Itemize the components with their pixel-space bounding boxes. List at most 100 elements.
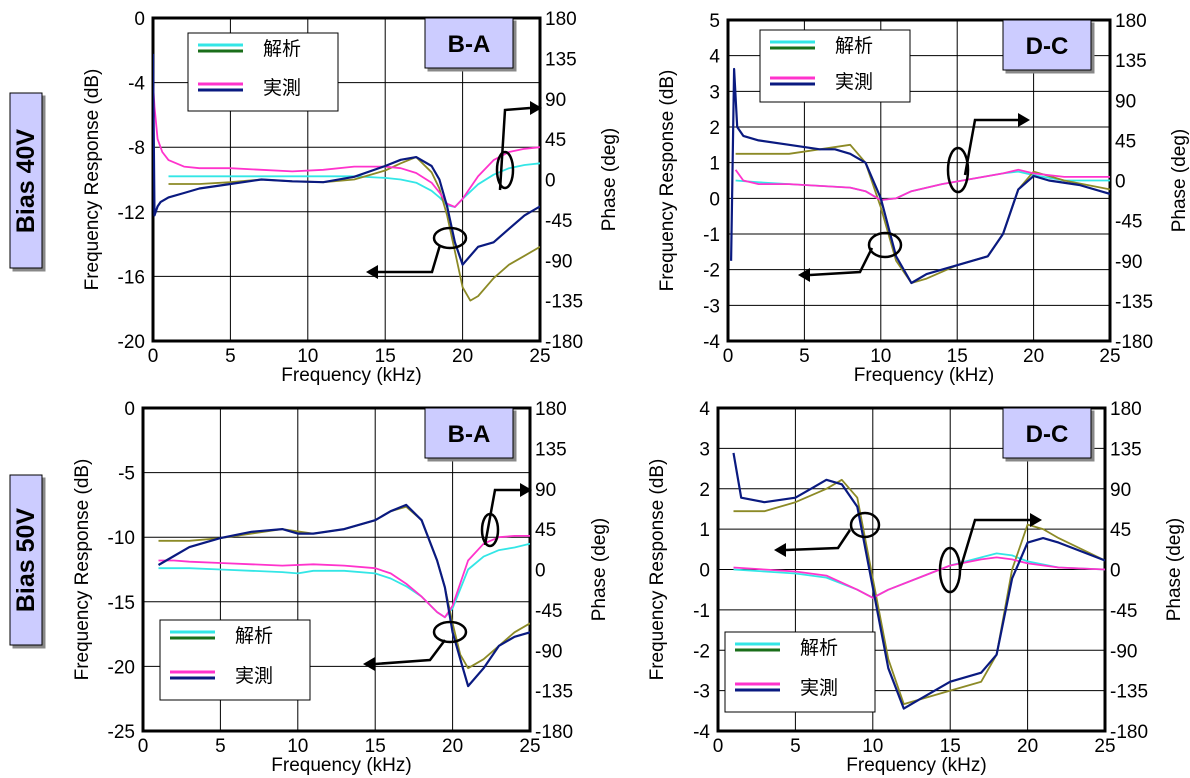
pair-tag: D-C bbox=[1002, 19, 1092, 71]
y2-tick-label: 135 bbox=[1110, 439, 1142, 460]
y2-tick-label: -45 bbox=[545, 211, 572, 232]
y2-axis-label: Phase (deg) bbox=[1164, 518, 1185, 622]
arrow-right-icon bbox=[483, 488, 520, 546]
curve-marker-icon bbox=[432, 620, 468, 644]
series-group bbox=[153, 53, 540, 302]
y-tick-label: 3 bbox=[699, 439, 710, 460]
pair-tag-text: D-C bbox=[1026, 421, 1069, 448]
y-tick-label: 0 bbox=[134, 9, 145, 30]
chart-1: 0 5 10 15 20 25-4-3-2-1012345-180-135-90-4504… bbox=[657, 11, 1190, 386]
y2-tick-label: -180 bbox=[545, 332, 583, 353]
y2-tick-label: -45 bbox=[1115, 212, 1142, 233]
y-tick-label: -2 bbox=[703, 261, 720, 282]
series-line-gain-2 bbox=[734, 168, 1110, 201]
y-tick-label: 1 bbox=[709, 154, 720, 175]
pair-tag: B-A bbox=[424, 407, 514, 459]
x-tick-label: 25 bbox=[1094, 736, 1115, 757]
y-tick-label: -25 bbox=[108, 722, 135, 743]
x-tick-label: 0 bbox=[723, 346, 734, 367]
axis-annotation bbox=[363, 483, 532, 671]
pair-tag: B-A bbox=[424, 17, 514, 69]
y-tick-label: 2 bbox=[709, 118, 720, 139]
series-line-gain-0 bbox=[733, 552, 1105, 599]
y2-tick-label: 0 bbox=[1115, 172, 1126, 193]
y2-tick-label: 135 bbox=[1115, 51, 1147, 72]
x-tick-label: 20 bbox=[442, 736, 463, 757]
y2-tick-label: -180 bbox=[1115, 332, 1153, 353]
y-tick-label: -20 bbox=[118, 332, 145, 353]
y2-tick-label: -90 bbox=[535, 641, 562, 662]
arrow-left-icon bbox=[809, 247, 874, 277]
y-tick-label: 0 bbox=[699, 561, 710, 582]
y-tick-label: -12 bbox=[118, 203, 145, 224]
arrow-right-icon bbox=[963, 118, 1018, 176]
y2-tick-label: -90 bbox=[545, 251, 572, 272]
series-line-phase-3 bbox=[157, 503, 530, 688]
x-tick-label: 15 bbox=[947, 346, 968, 367]
y2-tick-label: 180 bbox=[1110, 399, 1142, 420]
plot-frame bbox=[141, 406, 532, 733]
x-tick-label: 0 bbox=[138, 736, 149, 757]
y-axis-label: Frequency Response (dB) bbox=[72, 459, 93, 681]
plot-frame bbox=[151, 16, 542, 343]
series-line-phase-1 bbox=[168, 156, 540, 302]
y-tick-label: -16 bbox=[118, 267, 145, 288]
y2-axis-label: Phase (deg) bbox=[589, 518, 610, 622]
x-tick-label: 5 bbox=[225, 346, 236, 367]
y-axis-label: Frequency Response (dB) bbox=[647, 459, 668, 681]
series-group bbox=[730, 67, 1110, 285]
y-axis-label: Frequency Response (dB) bbox=[82, 69, 103, 291]
y-axis-label: Frequency Response (dB) bbox=[657, 70, 678, 292]
y2-tick-label: -180 bbox=[1110, 722, 1148, 743]
y-tick-label: -2 bbox=[693, 641, 710, 662]
y2-axis-label: Phase (deg) bbox=[599, 128, 620, 232]
y2-tick-label: -45 bbox=[535, 601, 562, 622]
y2-tick-label: 180 bbox=[1115, 11, 1147, 32]
y2-tick-label: 135 bbox=[535, 439, 567, 460]
y-tick-label: 4 bbox=[699, 399, 710, 420]
y2-tick-label: -90 bbox=[1115, 252, 1142, 273]
chart-2: 0 5 10 15 20 25 -25 -20 -15 -10 -5 0 -180 -135 -90 -45 0… bbox=[72, 399, 610, 776]
legend-label-calc: 解析 bbox=[235, 625, 273, 647]
legend-label-calc: 解析 bbox=[835, 35, 873, 57]
x-tick-label: 25 bbox=[519, 736, 540, 757]
y-tick-label: 0 bbox=[709, 189, 720, 210]
x-tick-label: 20 bbox=[452, 346, 473, 367]
x-tick-label: 10 bbox=[862, 736, 883, 757]
x-tick-label: 15 bbox=[940, 736, 961, 757]
bias-label-box bbox=[9, 92, 43, 269]
axis-annotation bbox=[798, 113, 1030, 282]
y-tick-label: 1 bbox=[699, 520, 710, 541]
x-tick-label: 25 bbox=[529, 346, 550, 367]
y2-tick-label: -135 bbox=[1110, 682, 1148, 703]
x-axis-label: Frequency (kHz) bbox=[271, 755, 411, 776]
pair-tag-text: D-C bbox=[1026, 33, 1069, 60]
curve-marker-icon bbox=[946, 146, 970, 194]
curve-marker-icon bbox=[480, 512, 500, 548]
arrow-left-icon bbox=[378, 244, 442, 274]
arrowhead-left-icon bbox=[798, 268, 810, 282]
y-tick-label: -1 bbox=[693, 601, 710, 622]
y-tick-label: -4 bbox=[693, 722, 710, 743]
pair-tag: D-C bbox=[1002, 407, 1092, 459]
y2-tick-label: 45 bbox=[1115, 131, 1136, 152]
series-group bbox=[732, 452, 1105, 710]
series-line-gain-0 bbox=[158, 542, 530, 619]
arrowhead-right-icon bbox=[1018, 113, 1030, 127]
y-tick-label: -3 bbox=[703, 296, 720, 317]
y2-tick-label: -135 bbox=[1115, 292, 1153, 313]
y2-tick-label: 45 bbox=[1110, 520, 1131, 541]
y2-tick-label: 90 bbox=[545, 90, 566, 111]
y-tick-label: -15 bbox=[108, 593, 135, 614]
y-tick-label: 0 bbox=[124, 399, 135, 420]
y2-tick-label: -45 bbox=[1110, 601, 1137, 622]
arrowhead-left-icon bbox=[366, 265, 378, 279]
y2-tick-label: 90 bbox=[1115, 91, 1136, 112]
y2-tick-label: 90 bbox=[535, 480, 556, 501]
arrow-right-icon bbox=[958, 518, 1030, 571]
bias-label-group: Bias 50V bbox=[9, 474, 43, 646]
